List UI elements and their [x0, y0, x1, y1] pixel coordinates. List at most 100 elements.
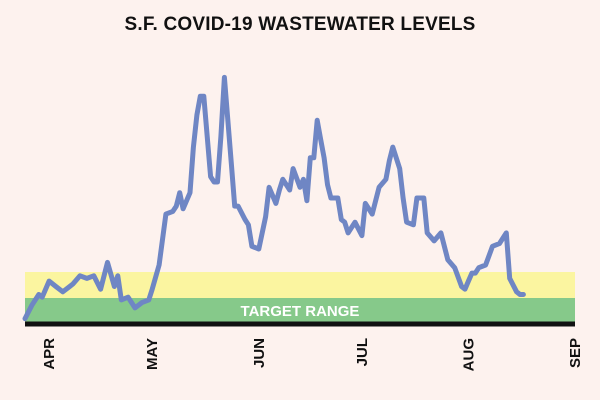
data-point [219, 134, 223, 138]
x-tick-label: AUG [460, 338, 477, 371]
data-point [453, 266, 457, 270]
data-point [377, 185, 381, 189]
data-point [250, 244, 254, 248]
data-point [112, 285, 116, 288]
data-point [202, 94, 206, 98]
data-point [164, 212, 168, 216]
data-point [212, 180, 216, 184]
x-tick-label: APR [41, 338, 58, 370]
data-point [360, 234, 364, 238]
data-point [497, 242, 501, 246]
data-point [425, 231, 429, 235]
data-point [257, 247, 261, 251]
data-point [343, 220, 347, 224]
data-point [515, 290, 519, 294]
data-point [68, 285, 72, 288]
data-point [460, 285, 464, 288]
data-point [346, 231, 350, 235]
data-point [106, 260, 109, 264]
target-range-label: TARGET RANGE [241, 303, 360, 320]
data-point [466, 279, 470, 283]
data-point [301, 177, 305, 181]
data-point [54, 285, 58, 288]
data-point [274, 201, 278, 205]
data-point [446, 258, 450, 262]
target-range-band [25, 298, 575, 323]
data-point [171, 209, 175, 213]
data-point [508, 276, 512, 280]
data-point [174, 204, 178, 208]
data-point [216, 180, 219, 184]
data-point [47, 279, 51, 283]
data-point [133, 306, 137, 310]
data-point [188, 191, 192, 195]
data-point [298, 185, 302, 189]
data-points [23, 75, 525, 321]
data-point [484, 263, 488, 267]
data-point [116, 274, 120, 278]
data-point [363, 201, 367, 205]
data-point [384, 177, 388, 181]
data-point [281, 177, 285, 181]
data-point [195, 113, 199, 117]
data-point [236, 204, 240, 208]
x-tick-label: MAY [144, 338, 161, 370]
data-point [504, 231, 508, 235]
data-point [119, 298, 123, 302]
data-point [229, 161, 233, 165]
data-point [463, 287, 467, 291]
data-point [147, 298, 151, 302]
data-point [181, 207, 185, 211]
data-point [61, 290, 65, 294]
x-tick-label: JUN [251, 338, 268, 368]
data-point [391, 145, 395, 149]
data-point [422, 196, 426, 200]
data-point [30, 303, 34, 307]
data-point [198, 94, 202, 98]
data-point [178, 191, 182, 195]
x-tick-label: SEP [567, 338, 584, 368]
data-point [319, 137, 323, 141]
data-point [339, 218, 343, 221]
data-point [518, 293, 522, 296]
data-point [246, 223, 250, 227]
data-point [470, 271, 474, 275]
data-point [401, 196, 405, 200]
data-point [353, 220, 357, 224]
data-point [387, 159, 391, 162]
x-tick-label: JUL [354, 338, 371, 366]
data-point [209, 175, 213, 179]
data-point [37, 293, 41, 296]
data-point [370, 212, 374, 216]
caution-band [25, 272, 575, 298]
data-point [398, 167, 402, 171]
data-point [71, 282, 75, 286]
data-point [308, 156, 312, 160]
data-point [477, 266, 481, 270]
data-point [521, 293, 525, 296]
data-point [326, 183, 329, 187]
data-point [405, 220, 409, 224]
chart-title: S.F. COVID-19 WASTEWATER LEVELS [124, 14, 476, 35]
data-point [264, 215, 268, 219]
data-point [291, 167, 295, 171]
data-point [40, 295, 44, 299]
data-point [85, 276, 89, 280]
data-point [411, 223, 415, 227]
data-point [277, 188, 281, 192]
data-point [473, 271, 477, 275]
data-point [23, 317, 27, 321]
data-point [140, 301, 144, 305]
data-point [415, 196, 419, 200]
data-point [150, 287, 154, 291]
data-point [491, 244, 494, 248]
data-point [336, 196, 340, 200]
data-point [288, 188, 292, 192]
data-point [99, 287, 103, 291]
data-point [78, 274, 82, 278]
data-point [267, 185, 271, 189]
data-point [329, 196, 333, 200]
data-point [191, 145, 195, 149]
